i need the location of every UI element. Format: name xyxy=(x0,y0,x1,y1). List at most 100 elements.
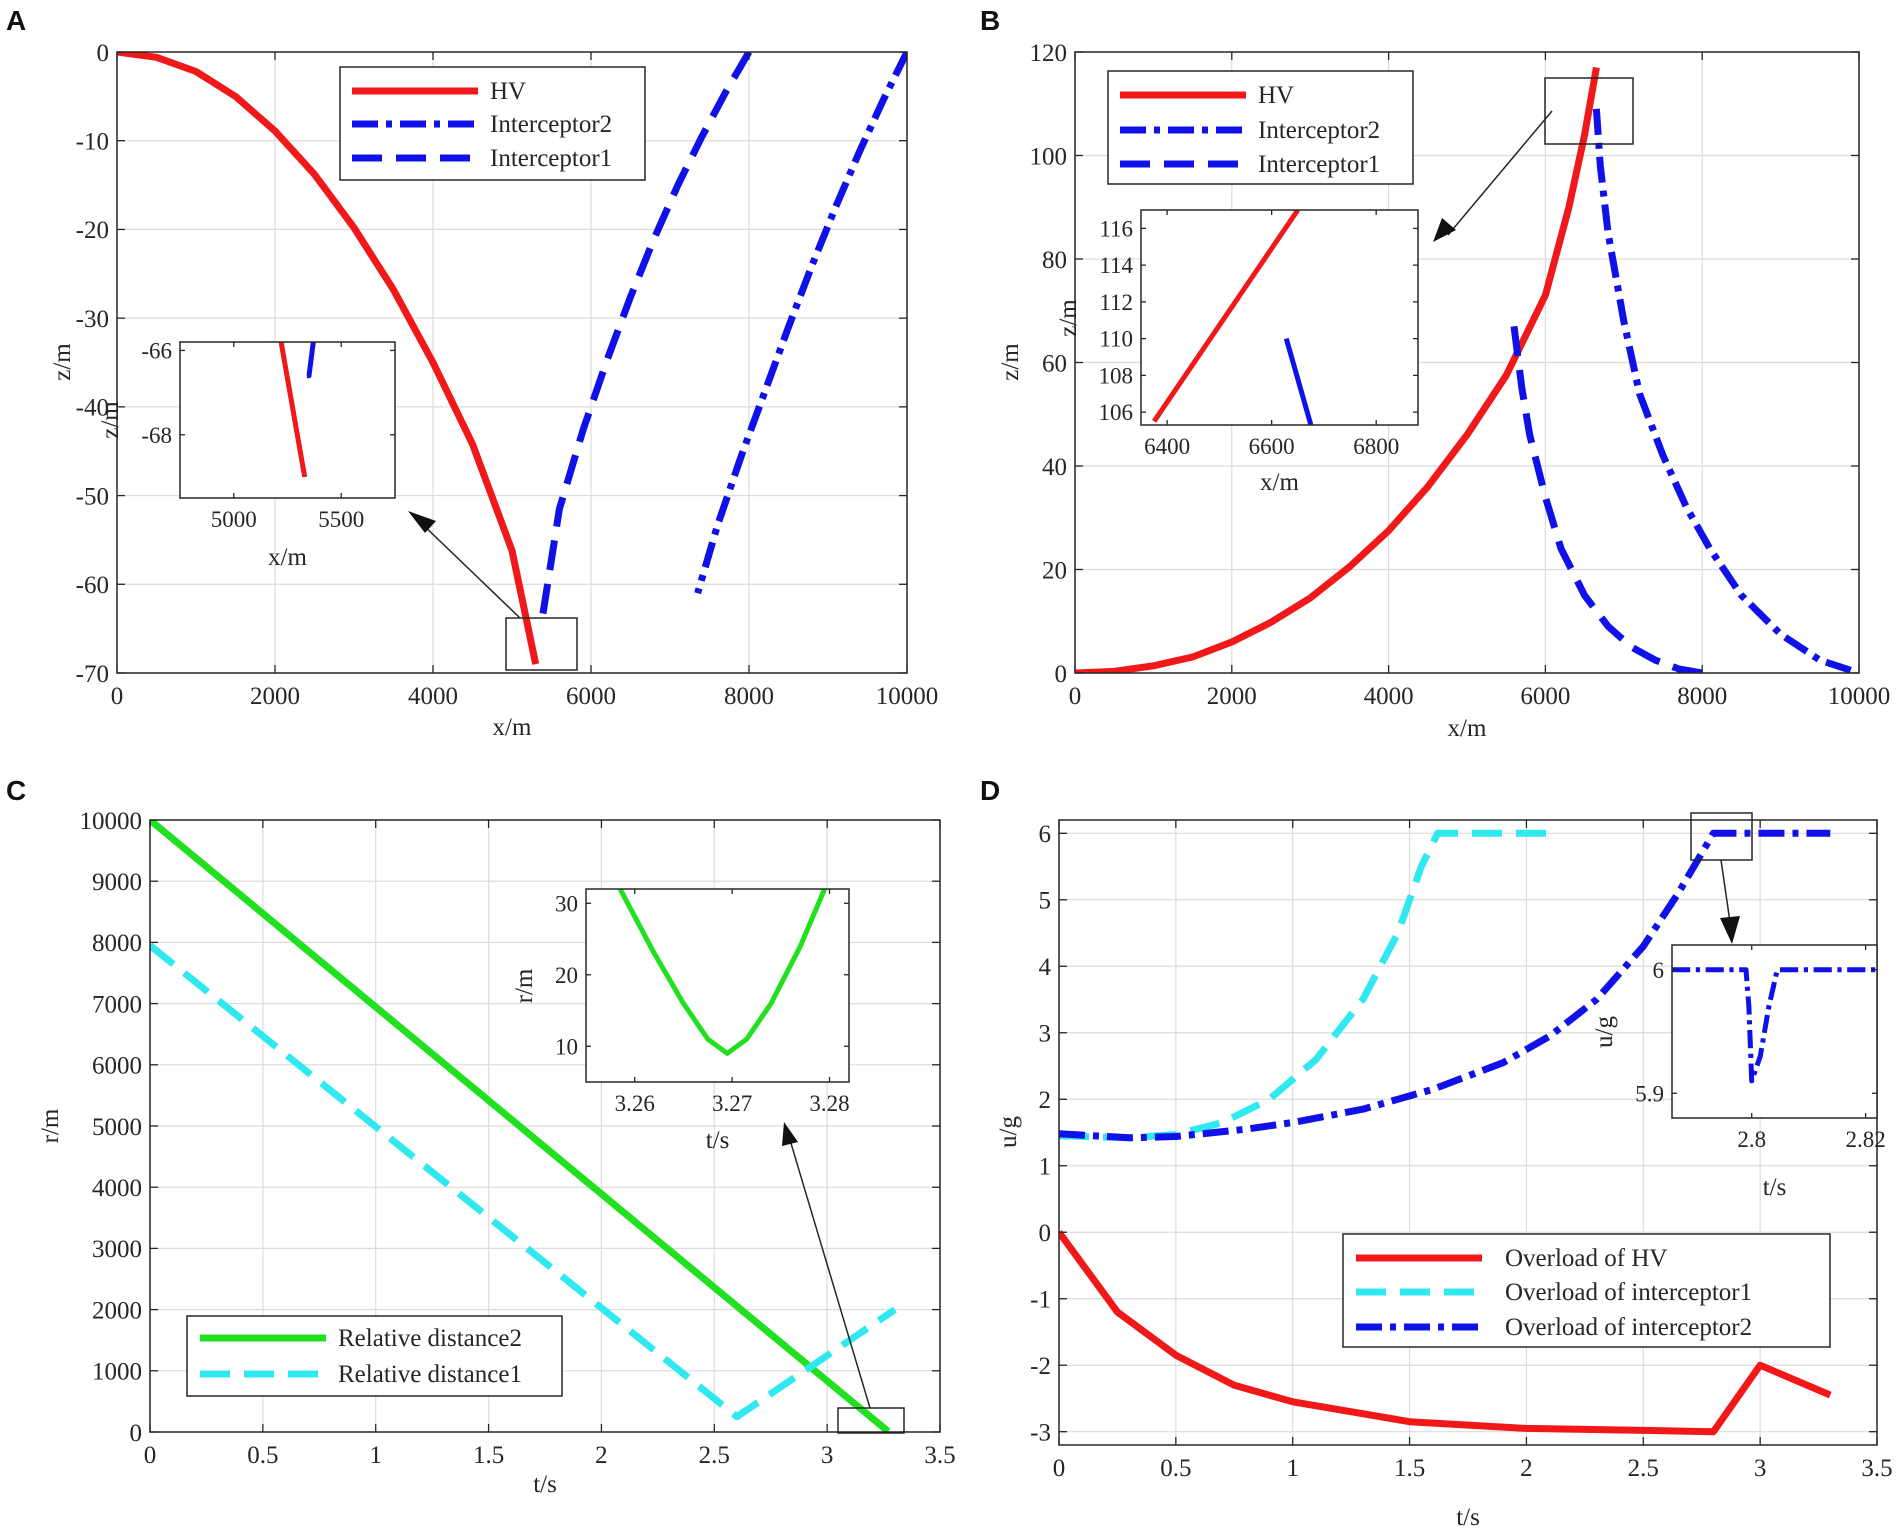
panel-c-inset-ytick-label-0: 10 xyxy=(555,1034,578,1059)
panel-d-xlabel: t/s xyxy=(1456,1504,1480,1531)
panel-a-inset-frame xyxy=(179,341,396,499)
panel-b-xtick-label-1: 2000 xyxy=(1207,683,1257,710)
panel-c-ytick-label-6: 6000 xyxy=(92,1053,142,1080)
panel-d-inset-series-group xyxy=(1672,967,1877,1084)
panel-b-xlabel: x/m xyxy=(1448,715,1487,742)
panel-a-inset-xlabel: x/m xyxy=(268,544,307,571)
panel-d-zoom-arrow xyxy=(1720,859,1731,923)
panel-b-inset-ytick-label-3: 112 xyxy=(1099,290,1133,315)
panel-a-ytick-label-7: -70 xyxy=(76,661,109,688)
panel-b-inset-xtick-label-0: 6400 xyxy=(1144,434,1190,459)
panel-c-inset-frame xyxy=(585,888,850,1083)
panel-a-inset: 5000 5500 -66 -68 x/m z/m xyxy=(97,338,396,571)
panel-a-series-hv xyxy=(117,52,540,665)
panel-a-inset-series-interceptor1 xyxy=(306,342,316,379)
panel-d-ytick-label-0: -3 xyxy=(1030,1419,1051,1446)
panel-a-inset-xtick-label-0: 5000 xyxy=(211,507,257,532)
panel-d-frame xyxy=(1058,819,1878,1446)
panel-b-inset-ytick-label-5: 116 xyxy=(1099,216,1133,241)
panel-b-legend: HV Interceptor2 Interceptor1 xyxy=(1107,70,1414,185)
panel-b-inset-ytick-label-2: 110 xyxy=(1099,327,1133,352)
panel-b-series-group xyxy=(1075,66,1859,673)
panel-c-series-group xyxy=(150,820,897,1432)
panel-a-xtick-label-2: 4000 xyxy=(408,683,458,710)
panel-d-ytick-label-7: 4 xyxy=(1039,954,1052,981)
panel-d-series-overload-of-hv xyxy=(1059,1230,1832,1436)
panel-d-plot: 0 0.5 1 1.5 2 2.5 3 3.5 -3 -2 -1 0 1 2 3 4 5 6 t/s u/g xyxy=(995,819,1893,1531)
panel-c-ylabel: r/m xyxy=(37,1108,64,1143)
panel-b-xtick-label-0: 0 xyxy=(1069,683,1082,710)
panel-a-ytick-label-5: -50 xyxy=(76,483,109,510)
panel-d-inset-plot-area xyxy=(1672,945,1877,1118)
panel-c-ytick-label-7: 7000 xyxy=(92,991,142,1018)
panel-d-xtick-label-5: 2.5 xyxy=(1628,1455,1659,1482)
legend-d-interceptor1-label: Overload of interceptor1 xyxy=(1505,1279,1752,1306)
panel-d-xtick-label-1: 0.5 xyxy=(1160,1455,1191,1482)
panel-c-arrowhead xyxy=(782,1122,798,1146)
legend-c-distance2-label: Relative distance2 xyxy=(338,1325,522,1352)
panel-d-ytick-label-3: 0 xyxy=(1039,1220,1052,1247)
panel-b-series-interceptor1 xyxy=(1510,325,1703,673)
panel-b-inset-frame xyxy=(1140,209,1419,426)
panel-c-inset-xtick-label-0: 3.26 xyxy=(615,1091,655,1116)
panel-a-xtick-label-4: 8000 xyxy=(724,683,774,710)
panel-c-inset-xtick-label-1: 3.27 xyxy=(712,1091,752,1116)
legend-a-interceptor2-label: Interceptor2 xyxy=(490,111,612,138)
panel-d-ytick-label-4: 1 xyxy=(1039,1153,1052,1180)
panel-d-ytick-label-8: 5 xyxy=(1039,888,1052,915)
panel-b: B 0 2000 4000 6000 8000 10000 0 20 40 60 80 100 120 x… xyxy=(980,5,1890,742)
panel-c-xtick-label-4: 2 xyxy=(595,1442,608,1469)
panel-c-inset-ylabel: r/m xyxy=(511,968,538,1003)
panel-c-inset-ytick-label-1: 20 xyxy=(555,963,578,988)
panel-a-series-group xyxy=(117,52,907,665)
panel-b-inset-plot-area xyxy=(1141,210,1418,425)
legend-c-distance1-label: Relative distance1 xyxy=(338,1361,522,1388)
panel-b-xtick-label-4: 8000 xyxy=(1677,683,1727,710)
panel-b-zoom-arrow xyxy=(1447,110,1553,236)
panel-c-inset-series-relative-distance2 xyxy=(617,889,827,1056)
legend-b-interceptor2-label: Interceptor2 xyxy=(1258,117,1380,144)
legend-d-hv-label: Overload of HV xyxy=(1505,1245,1667,1272)
panel-c-ytick-label-1: 1000 xyxy=(92,1359,142,1386)
panel-b-ytick-label-3: 60 xyxy=(1042,350,1067,377)
panel-d-ytick-label-1: -2 xyxy=(1030,1353,1051,1380)
panel-b-inset-xtick-label-1: 6600 xyxy=(1249,434,1295,459)
panel-c-ytick-label-0: 0 xyxy=(130,1420,143,1447)
panel-b-letter: B xyxy=(980,5,1000,36)
panel-b-ytick-label-2: 40 xyxy=(1042,454,1067,481)
panel-b-inset-xlabel: x/m xyxy=(1260,469,1299,496)
panel-c-xlabel: t/s xyxy=(533,1471,557,1498)
panel-c-inset-xtick-label-2: 3.28 xyxy=(809,1091,849,1116)
panel-d-inset: 2.8 2.82 5.9 6 t/s u/g xyxy=(1591,944,1886,1201)
panel-b-ytick-label-5: 100 xyxy=(1030,143,1068,170)
panel-b-inset-series-interceptor2 xyxy=(1283,337,1314,425)
panel-a-series-interceptor1 xyxy=(538,52,753,621)
panel-d-series-overload-of-interceptor2 xyxy=(1059,829,1831,1142)
panel-c-ytick-label-5: 5000 xyxy=(92,1114,142,1141)
panel-b-zoom-box xyxy=(1544,77,1634,145)
panel-c-ytick-label-4: 4000 xyxy=(92,1175,142,1202)
panel-c-xtick-label-2: 1 xyxy=(369,1442,382,1469)
panel-a-frame xyxy=(116,51,908,674)
panel-b-xtick-label-5: 10000 xyxy=(1828,683,1891,710)
panel-c-ytick-label-3: 3000 xyxy=(92,1236,142,1263)
panel-d-inset-frame xyxy=(1671,944,1878,1119)
panel-c-xtick-label-5: 2.5 xyxy=(699,1442,730,1469)
panel-d-legend: Overload of HV Overload of interceptor1 … xyxy=(1342,1233,1831,1348)
panel-d-ytick-label-6: 3 xyxy=(1039,1021,1052,1048)
panel-d-inset-ytick-label-1: 6 xyxy=(1653,958,1665,983)
panel-a-inset-xtick-label-1: 5500 xyxy=(318,507,364,532)
panel-d-xtick-label-7: 3.5 xyxy=(1861,1455,1892,1482)
panel-d: D 0 0.5 1 1.5 2 2.5 3 3.5 -3 -2 -1 0 1 2 3 4 5 6 t/s u/g Ov… xyxy=(980,775,1893,1531)
panel-c-ytick-label-8: 8000 xyxy=(92,930,142,957)
panel-b-inset-ytick-label-1: 108 xyxy=(1099,363,1134,388)
panel-a-ytick-label-1: -10 xyxy=(76,128,109,155)
panel-d-ytick-label-9: 6 xyxy=(1039,821,1052,848)
panel-b-inset-series-hv xyxy=(1152,210,1300,423)
panel-b-inset-ytick-label-0: 106 xyxy=(1099,400,1134,425)
panel-c: C 0 0.5 1 1.5 2 2.5 3 3.5 0 1000 2000 3000 4000 5000 6… xyxy=(6,775,956,1498)
panel-d-xtick-label-3: 1.5 xyxy=(1394,1455,1425,1482)
panel-c-letter: C xyxy=(6,775,26,806)
panel-d-ytick-label-2: -1 xyxy=(1030,1286,1051,1313)
